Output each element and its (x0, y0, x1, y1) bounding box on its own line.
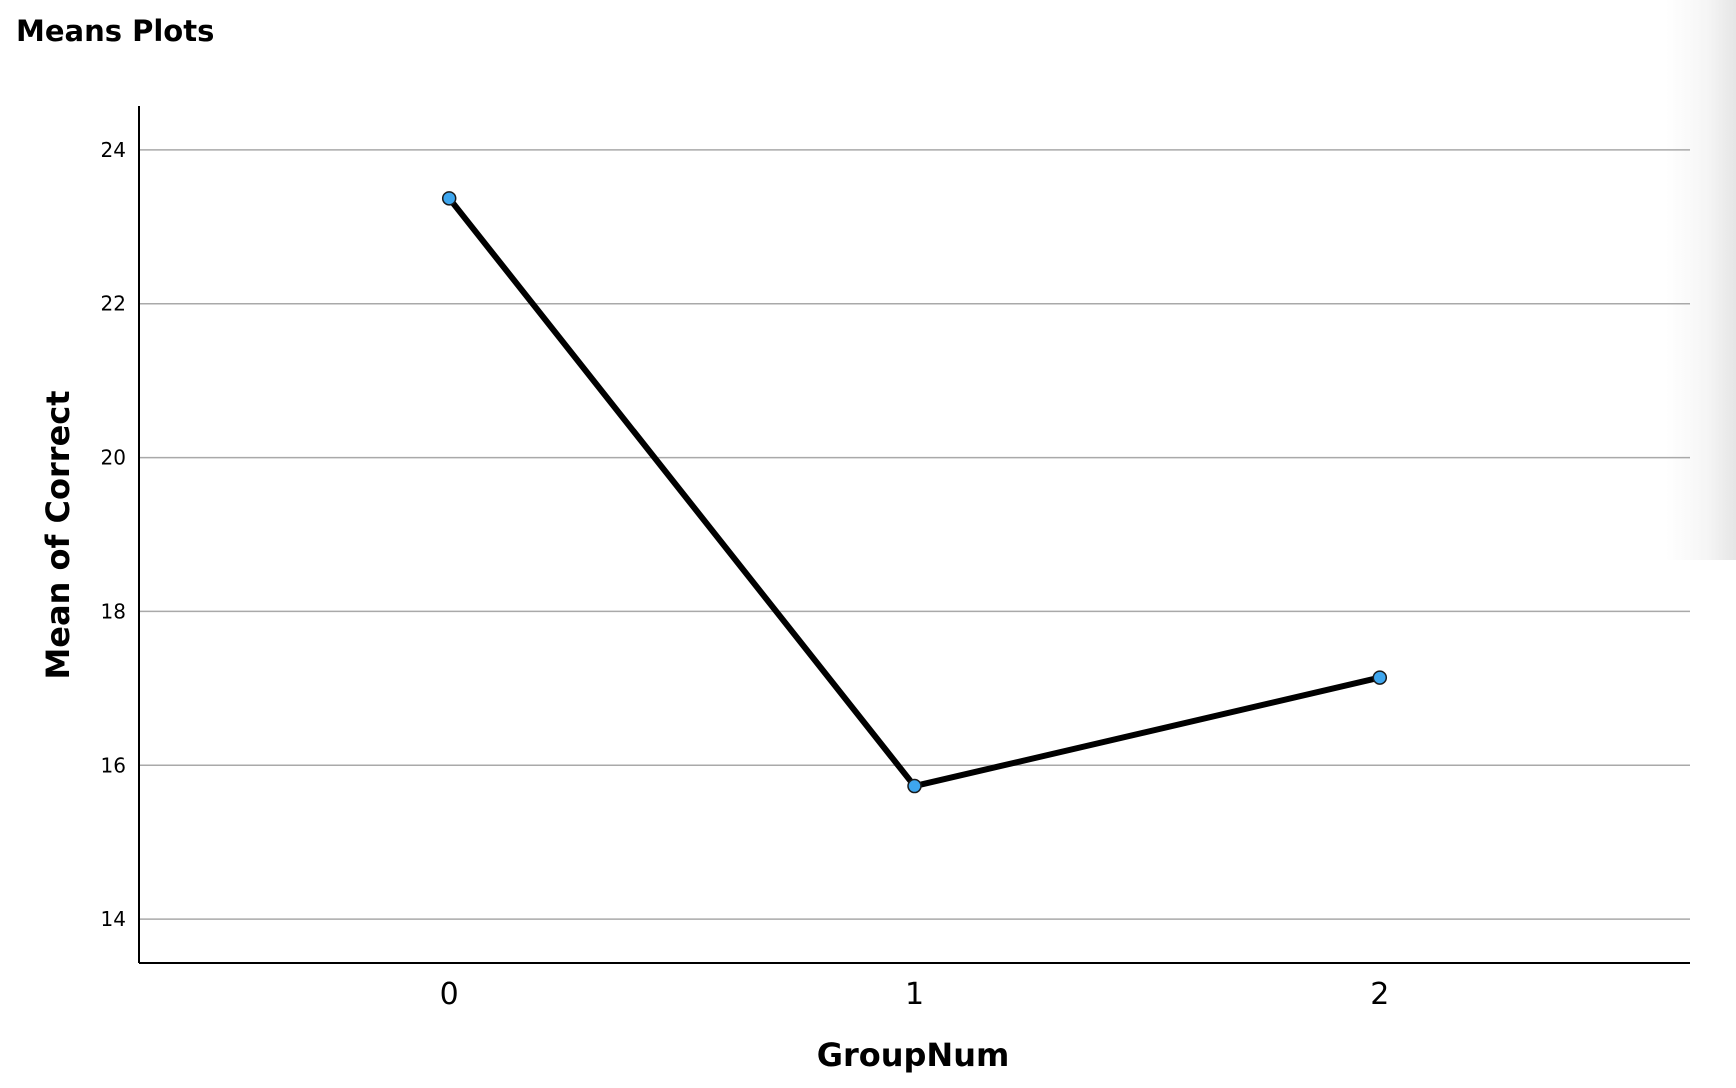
series-layer (441, 191, 1388, 794)
gridlines (139, 149, 1690, 920)
x-tick-label: 0 (440, 977, 459, 1012)
y-tick-label: 24 (101, 138, 126, 162)
plot-axes (138, 106, 1690, 964)
y-tick-label: 20 (101, 446, 126, 470)
y-tick-label: 22 (101, 292, 126, 316)
series-line (446, 195, 1383, 790)
x-tick-label: 2 (1370, 977, 1389, 1012)
x-axis-title: GroupNum (817, 1036, 1010, 1074)
y-tick-label: 14 (101, 907, 126, 931)
x-tick-label: 1 (905, 977, 924, 1012)
x-tick-labels: 0 1 2 (440, 977, 1390, 1012)
page-title: Means Plots (16, 14, 215, 48)
data-point-marker (1372, 670, 1388, 685)
data-point-marker (441, 191, 457, 206)
y-axis-title: Mean of Correct (39, 390, 77, 679)
data-point-marker (907, 778, 922, 794)
y-tick-labels: 14 16 18 20 22 24 (101, 138, 126, 931)
y-tick-label: 16 (101, 753, 126, 777)
y-tick-label: 18 (101, 599, 126, 623)
